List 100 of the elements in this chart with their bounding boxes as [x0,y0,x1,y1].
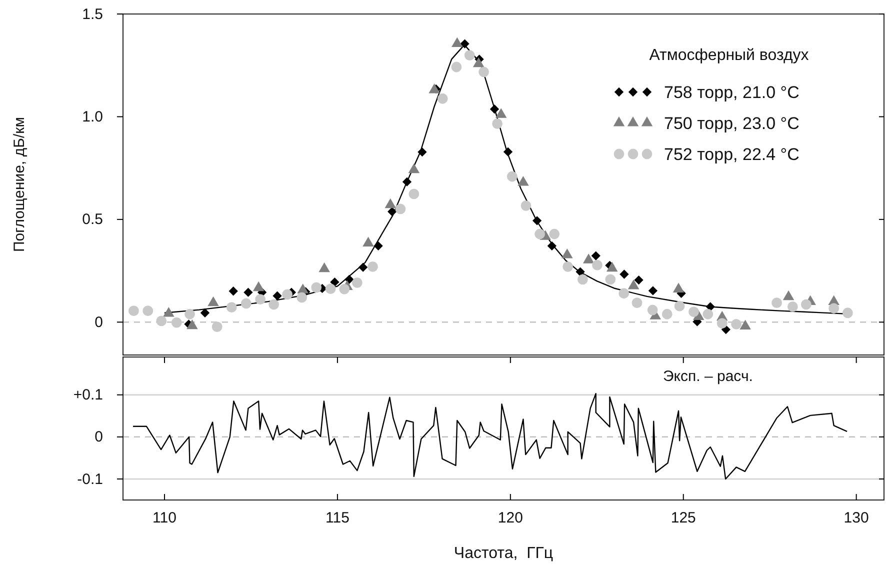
y-tick-label: 0.5 [82,211,103,228]
point [339,284,350,294]
point [576,267,585,276]
point [388,207,397,216]
x-tick-label: 125 [670,510,696,527]
legend-label: 750 торр, 23.0 °C [664,114,800,133]
point [634,275,644,285]
point [200,308,210,318]
point [772,298,782,308]
point [648,286,658,296]
legend-title: Атмосферный воздух [649,47,809,64]
point [402,177,412,186]
point [740,320,751,330]
point [787,302,798,312]
y-axis-title: Поглощение, дБ/км [11,116,28,252]
point [606,262,618,272]
point [490,104,500,114]
point [549,228,560,240]
point [268,299,280,310]
point [460,39,470,48]
point [495,108,507,118]
point [562,261,574,272]
point [452,37,463,48]
legend-label: 758 торр, 21.0 °C [664,83,800,102]
point [828,303,840,314]
point [437,93,448,104]
point [716,318,728,329]
point [156,316,167,326]
point [800,299,812,310]
point [208,296,219,306]
point [240,298,252,309]
point [503,147,513,156]
point [296,292,308,303]
point [618,288,630,299]
x-tick-label: 115 [326,510,350,527]
point [605,274,616,285]
point [226,302,237,313]
point [384,198,396,208]
point [252,281,264,292]
point [344,274,354,284]
point [632,298,642,308]
point [163,307,174,317]
x-tick-label: 110 [152,510,176,527]
point [142,306,154,316]
point [186,319,198,330]
point [408,163,420,174]
x-axis-title: Частота, ГГц [454,545,554,562]
point [212,322,222,332]
point [472,57,484,68]
point [674,300,685,312]
point [128,306,139,316]
point [362,236,374,247]
point [395,204,406,214]
point [534,228,546,240]
point [184,308,195,320]
y-tick-label: 0 [94,428,103,446]
point [506,171,518,182]
point [272,291,282,300]
point [628,279,640,290]
line-series [132,392,848,480]
point [318,262,330,272]
x-tick-label: 120 [498,510,523,527]
point [358,262,368,272]
point [547,241,557,251]
legend-label: 752 торр, 22.4 °C [664,145,800,164]
point [464,50,475,60]
point [592,260,602,270]
point [620,270,629,279]
point [368,261,378,272]
point [418,147,427,157]
point [244,288,253,297]
point [330,277,340,287]
point [706,302,715,312]
point [591,251,600,260]
point [842,308,853,318]
point [352,278,362,288]
point [662,308,672,320]
point [562,248,573,258]
point [325,284,336,294]
y-tick-label: 0 [94,314,103,331]
point [582,254,594,264]
point [518,176,529,186]
point [672,282,684,293]
point [282,289,293,300]
point [408,188,420,200]
point [532,216,542,226]
point [520,200,532,211]
y-tick-label: 1.5 [82,6,103,23]
point [688,306,699,318]
y-tick-label: +0.1 [73,386,103,404]
point [228,286,238,296]
point [702,308,714,320]
point [731,318,742,330]
point [311,282,322,293]
point [171,317,182,328]
annotation: Эксп. – расч. [663,368,753,385]
point [374,241,383,251]
point [492,118,502,129]
point [255,294,266,305]
x-tick-label: 130 [844,510,869,527]
